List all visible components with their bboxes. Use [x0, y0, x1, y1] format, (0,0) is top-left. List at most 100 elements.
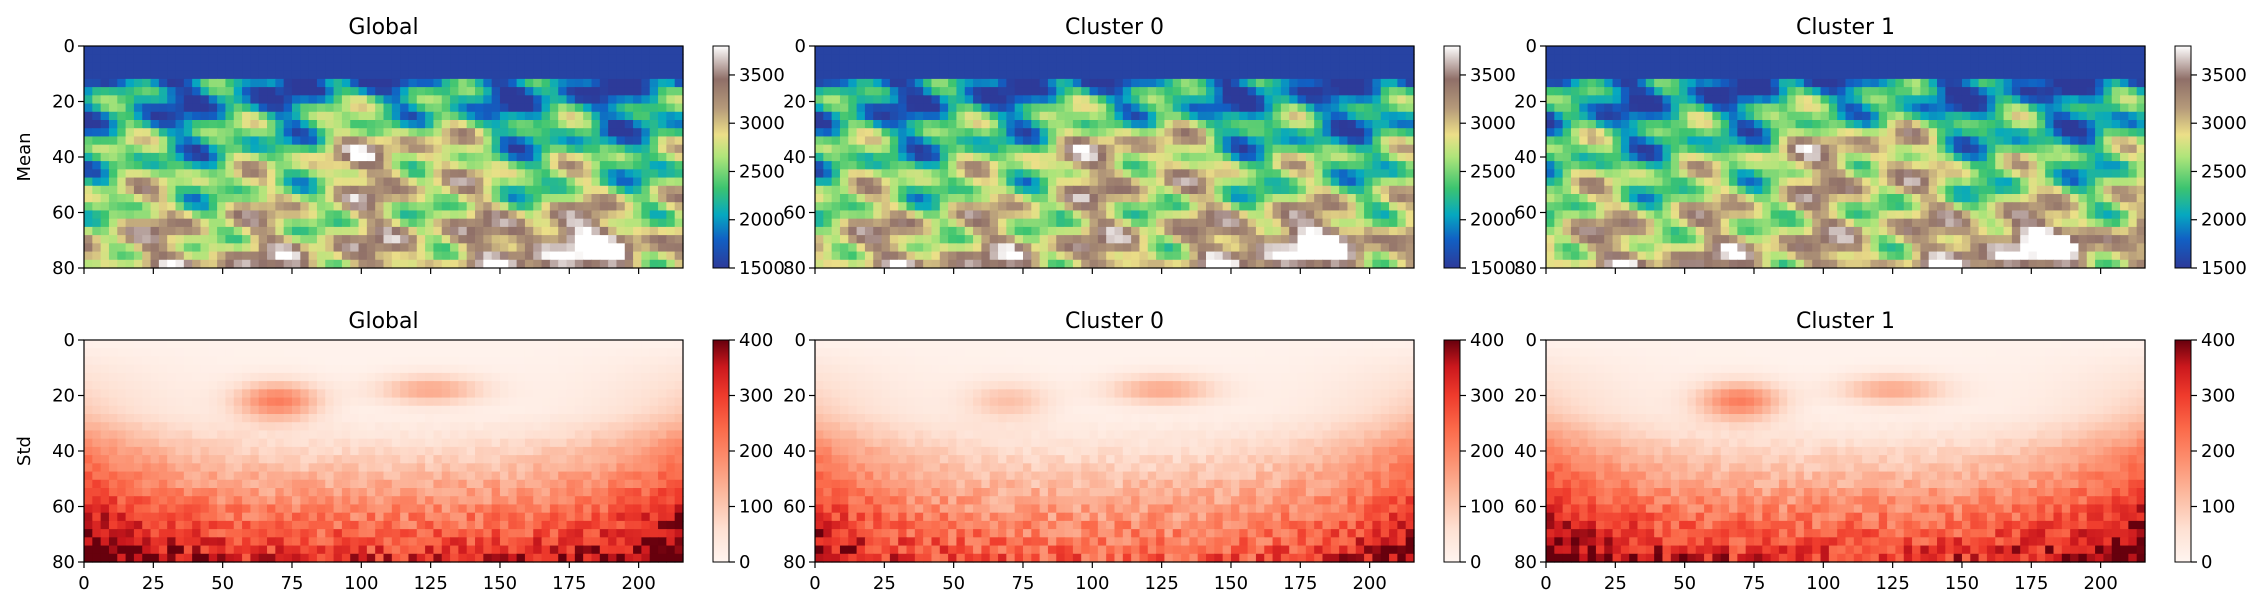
x-tick-label: 175 [2014, 573, 2048, 594]
colorbar-gradient [1443, 339, 1461, 563]
x-tick-label: 125 [413, 573, 447, 594]
y-tick-label: 0 [795, 330, 806, 351]
y-tick-label: 80 [783, 552, 806, 573]
colorbar-tick-label: 400 [1470, 330, 1504, 351]
x-tick-label: 150 [1214, 573, 1248, 594]
y-tick-label: 20 [1514, 92, 1537, 113]
x-tick-label: 25 [1604, 573, 1627, 594]
x-tick-label: 50 [942, 573, 965, 594]
y-tick-label: 60 [783, 203, 806, 224]
colorbar-tick-label: 300 [739, 386, 773, 407]
y-tick-label: 0 [1526, 330, 1537, 351]
colorbar-gradient [712, 339, 730, 563]
colorbar-tick-label: 100 [1470, 497, 1504, 518]
colorbar: 1500 2000 2500 3000 3500 [1443, 45, 1516, 279]
x-tick-label: 175 [552, 573, 586, 594]
heatmap-cells [815, 46, 1415, 269]
x-tick-label: 0 [809, 573, 820, 594]
colorbar-tick-label: 3500 [739, 65, 785, 86]
colorbar-tick-label: 0 [1470, 552, 1481, 573]
y-tick-label: 40 [1514, 441, 1537, 462]
colorbar-tick-label: 1500 [739, 258, 785, 279]
colorbar-tick-label: 2000 [2201, 210, 2247, 231]
panel-title: Cluster 0 [1065, 309, 1164, 334]
panel-title: Global [348, 309, 418, 334]
colorbar-tick-label: 3000 [2201, 113, 2247, 134]
colorbar-tick-label: 2500 [2201, 161, 2247, 182]
panel-title: Global [348, 15, 418, 40]
x-tick-label: 25 [873, 573, 896, 594]
colorbar-gradient [2174, 45, 2192, 269]
colorbar-tick-label: 400 [739, 330, 773, 351]
y-tick-label: 60 [783, 497, 806, 518]
y-tick-label: 80 [52, 552, 75, 573]
heatmap-cells [1546, 340, 2146, 563]
panel-title: Cluster 1 [1796, 15, 1895, 40]
heatmap-cells [1546, 46, 2146, 269]
colorbar-tick-label: 3000 [739, 113, 785, 134]
colorbar-gradient [1443, 45, 1461, 269]
x-tick-label: 75 [281, 573, 304, 594]
x-tick-label: 150 [483, 573, 517, 594]
colorbar-tick-label: 400 [2201, 330, 2235, 351]
colorbar-tick-label: 200 [1470, 441, 1504, 462]
x-tick-label: 175 [1283, 573, 1317, 594]
heatmap-cells [84, 340, 684, 563]
colorbar-tick-label: 0 [2201, 552, 2212, 573]
colorbar-tick-label: 2500 [739, 161, 785, 182]
panel-mean-global: Global 0 20 40 60 80 1500 2000 2500 3000 3500 [52, 15, 785, 279]
y-tick-label: 0 [64, 330, 75, 351]
panel-title: Cluster 0 [1065, 15, 1164, 40]
colorbar: 0 100 200 300 400 [712, 330, 773, 573]
panel-mean-cluster-0: Cluster 0 0 20 40 60 80 1500 2000 2500 3000 3500 [783, 15, 1516, 279]
y-tick-label: 20 [1514, 386, 1537, 407]
y-tick-label: 60 [52, 203, 75, 224]
panel-mean-cluster-1: Cluster 1 0 20 40 60 80 1500 2000 2500 3000 3500 [1514, 15, 2247, 279]
y-tick-label: 40 [52, 441, 75, 462]
y-tick-label: 40 [1514, 147, 1537, 168]
y-tick-label: 20 [783, 92, 806, 113]
colorbar-tick-label: 100 [2201, 497, 2235, 518]
y-tick-label: 0 [795, 36, 806, 57]
y-tick-label: 80 [52, 258, 75, 279]
colorbar: 0 100 200 300 400 [1443, 330, 1504, 573]
colorbar-tick-label: 200 [739, 441, 773, 462]
colorbar-tick-label: 2000 [739, 210, 785, 231]
x-tick-label: 200 [2083, 573, 2117, 594]
x-tick-label: 125 [1144, 573, 1178, 594]
colorbar-tick-label: 2000 [1470, 210, 1516, 231]
colorbar-tick-label: 300 [1470, 386, 1504, 407]
colorbar-gradient [2174, 339, 2192, 563]
y-tick-label: 60 [52, 497, 75, 518]
y-tick-label: 80 [1514, 258, 1537, 279]
y-tick-label: 20 [52, 92, 75, 113]
y-tick-label: 40 [783, 441, 806, 462]
y-tick-label: 80 [1514, 552, 1537, 573]
colorbar-tick-label: 2500 [1470, 161, 1516, 182]
colorbar-tick-label: 3500 [2201, 65, 2247, 86]
colorbar-gradient [712, 45, 730, 269]
x-tick-label: 0 [78, 573, 89, 594]
y-tick-label: 20 [52, 386, 75, 407]
x-tick-label: 100 [344, 573, 378, 594]
heatmap-cells [84, 46, 684, 269]
y-tick-label: 40 [52, 147, 75, 168]
row-label-std: Std [14, 436, 35, 466]
colorbar-tick-label: 300 [2201, 386, 2235, 407]
colorbar-tick-label: 1500 [1470, 258, 1516, 279]
x-tick-label: 0 [1540, 573, 1551, 594]
y-tick-label: 60 [1514, 497, 1537, 518]
colorbar: 0 100 200 300 400 [2174, 330, 2235, 573]
x-tick-label: 75 [1012, 573, 1035, 594]
x-tick-label: 75 [1743, 573, 1766, 594]
x-tick-label: 50 [1673, 573, 1696, 594]
colorbar-tick-label: 3000 [1470, 113, 1516, 134]
colorbar-tick-label: 3500 [1470, 65, 1516, 86]
heatmap-cells [815, 340, 1415, 563]
y-tick-label: 60 [1514, 203, 1537, 224]
x-tick-label: 125 [1875, 573, 1909, 594]
